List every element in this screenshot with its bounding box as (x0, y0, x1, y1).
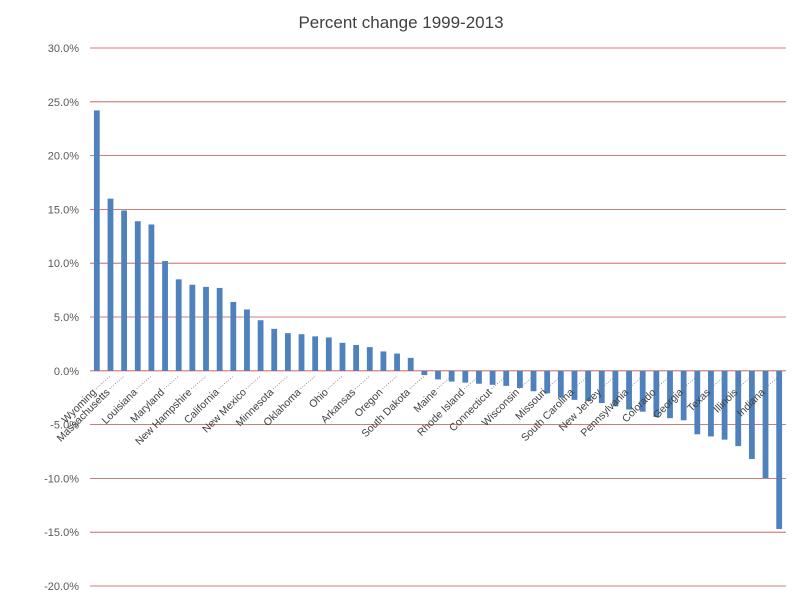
bar (93, 110, 100, 371)
bar (489, 370, 496, 385)
x-tick-leader (764, 375, 780, 390)
bar (339, 342, 346, 371)
x-tick-leader (327, 375, 344, 390)
bar (162, 261, 168, 371)
bar (462, 370, 469, 383)
x-tick-label: Ohio (307, 386, 331, 410)
bar (175, 279, 182, 371)
bar (407, 357, 414, 371)
x-tick-leader (464, 375, 480, 390)
x-tick-leader (163, 375, 180, 390)
bar (421, 370, 428, 376)
bar (257, 320, 264, 371)
x-tick-leader (191, 375, 207, 390)
y-tick-label: 10.0% (48, 258, 79, 270)
x-tick-leader (627, 375, 644, 390)
y-tick-label: 5.0% (54, 312, 79, 324)
y-tick-label: -10.0% (44, 473, 79, 485)
x-tick-leader (218, 375, 234, 390)
x-tick-leader (436, 375, 453, 390)
bar (694, 370, 701, 435)
bar (476, 370, 482, 384)
bar (735, 370, 742, 447)
bar (598, 370, 605, 404)
bar (708, 370, 714, 437)
y-tick-label: 20.0% (48, 151, 79, 163)
x-tick-leader (245, 375, 262, 390)
bar (353, 344, 360, 371)
bar (189, 284, 196, 371)
x-tick-leader (709, 375, 726, 390)
bar (230, 301, 237, 371)
y-tick-label: 0.0% (54, 366, 79, 378)
bar (544, 370, 551, 394)
y-tick-label: 25.0% (48, 97, 79, 109)
bar (448, 370, 455, 382)
x-tick-leader (136, 375, 153, 390)
bar (394, 353, 400, 371)
bar (148, 224, 155, 371)
bar (721, 370, 728, 440)
bar (639, 370, 646, 412)
x-tick-leader (272, 375, 289, 390)
x-tick-leader (382, 375, 398, 390)
x-tick-leader (491, 375, 507, 390)
y-axis-ticks: 30.0% 25.0% 20.0% 15.0% 10.0% 5.0% 0.0% -5.0% -1… (44, 43, 79, 593)
bar (612, 370, 619, 407)
x-tick-leader (655, 375, 671, 390)
bar (325, 337, 332, 371)
bar (680, 370, 687, 421)
bar (748, 370, 755, 460)
bar (380, 351, 387, 371)
bar (571, 370, 578, 400)
x-tick-leader (600, 375, 617, 390)
bar (435, 370, 441, 380)
chart-title: Percent change 1999-2013 (298, 13, 503, 32)
bar (366, 347, 373, 371)
x-tick-leader (545, 375, 562, 390)
bar (244, 309, 250, 371)
y-tick-label: -5.0% (50, 420, 79, 432)
y-tick-label: 30.0% (48, 43, 79, 55)
x-tick-leader (300, 375, 316, 390)
y-tick-label: 15.0% (48, 204, 79, 216)
y-tick-label: -20.0% (44, 581, 79, 593)
bar (121, 210, 128, 371)
x-tick-leader (682, 375, 698, 390)
bar (271, 328, 278, 371)
bar (134, 221, 141, 371)
bar (298, 334, 305, 371)
bar (203, 286, 209, 371)
x-tick-leader (736, 375, 753, 390)
x-tick-leader (518, 375, 535, 390)
bar (503, 370, 510, 386)
bar (530, 370, 537, 392)
y-tick-label: -15.0% (44, 527, 79, 539)
bar (585, 370, 592, 401)
x-tick-leader (354, 375, 371, 390)
bar (776, 370, 783, 529)
x-tick-leader (409, 375, 425, 390)
bar (284, 333, 291, 371)
bar (216, 287, 223, 371)
bar (653, 370, 660, 418)
x-tick-leader (109, 375, 125, 390)
bar (107, 198, 114, 371)
bars (93, 110, 783, 529)
bar (516, 370, 523, 389)
bar (312, 336, 319, 371)
bar (557, 370, 564, 398)
bar (667, 370, 673, 419)
bar (626, 370, 632, 410)
bar (762, 370, 769, 479)
x-tick-leader (573, 375, 589, 390)
x-tick-leader (95, 375, 112, 390)
x-tick-label: South Dakota (359, 386, 413, 440)
